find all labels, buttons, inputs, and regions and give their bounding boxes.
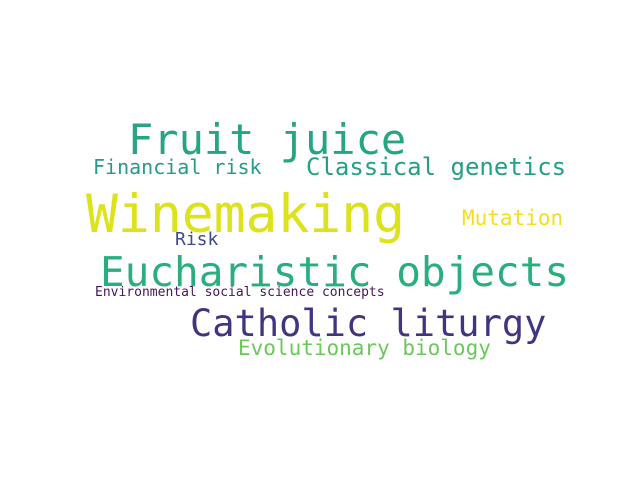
word-mutation: Mutation [462,206,564,230]
word-winemaking: Winemaking [86,184,406,245]
word-environmental-social-science-concepts: Environmental social science concepts [95,285,385,300]
word-evolutionary-biology: Evolutionary biology [238,336,491,360]
word-classical-genetics: Classical genetics [306,153,567,181]
word-fruit-juice: Fruit juice [128,115,407,164]
word-catholic-liturgy: Catholic liturgy [190,302,547,345]
word-risk: Risk [175,229,219,250]
word-eucharistic-objects: Eucharistic objects [100,248,569,296]
word-financial-risk: Financial risk [93,155,262,179]
